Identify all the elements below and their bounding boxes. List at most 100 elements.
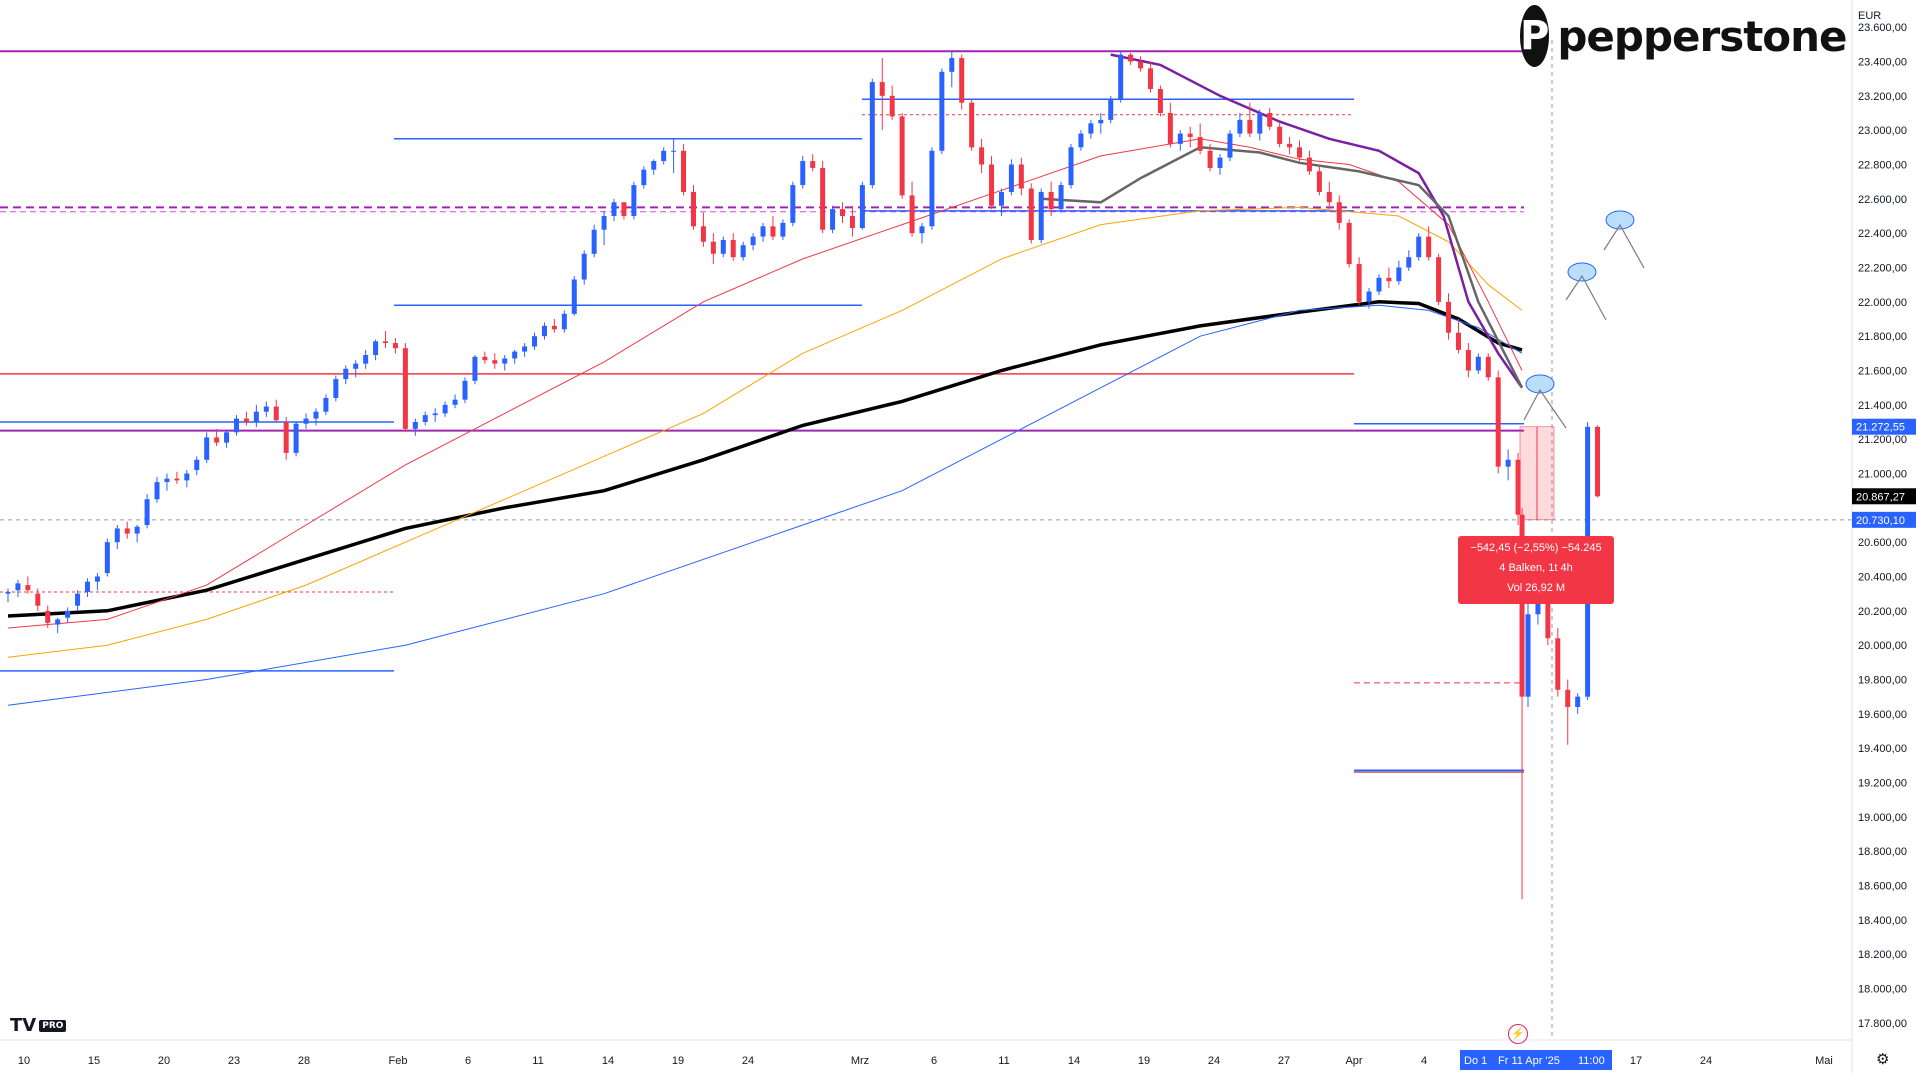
x-tick-label: 11 — [998, 1055, 1009, 1067]
candle-body — [184, 473, 190, 481]
candle-body — [1346, 222, 1352, 265]
candle-body — [1366, 291, 1372, 302]
candle-body — [989, 164, 995, 206]
candle-body — [551, 325, 557, 330]
candle-body — [1426, 236, 1432, 258]
candle-body — [740, 245, 746, 258]
candle-body — [273, 406, 279, 421]
candle-body — [959, 58, 965, 103]
candle-body — [1525, 614, 1531, 697]
candle-body — [1217, 157, 1223, 168]
candle-body — [233, 418, 239, 433]
candle-body — [1068, 147, 1074, 186]
x-tick-label: 24 — [1700, 1055, 1712, 1067]
candle-body — [214, 437, 220, 443]
candle-body — [154, 482, 160, 500]
y-tick-label: 22.800,00 — [1858, 160, 1907, 172]
candle-body — [611, 202, 617, 216]
candle-body — [1048, 191, 1054, 210]
y-tick-label: 20.000,00 — [1858, 640, 1907, 652]
y-tick-label: 23.000,00 — [1858, 125, 1907, 137]
time-axis[interactable]: 10 15 20 23 28 Feb 6 11 14 19 24 Mrz 6 11 14 19 24 27 Apr 4… — [0, 1039, 1852, 1070]
candle-body — [998, 191, 1004, 206]
candle-body — [343, 368, 349, 380]
cursor-day-label: Do 1 — [1464, 1055, 1487, 1067]
indicator-lines — [7, 53, 1524, 706]
projection-marker — [1605, 210, 1635, 230]
candle-body — [1177, 133, 1183, 144]
price-tag — [1852, 511, 1916, 528]
candle-body — [532, 336, 538, 347]
x-tick-label: Feb — [389, 1055, 408, 1067]
cursor-date-label: Fr 11 Apr '25 — [1498, 1055, 1560, 1067]
candle-body — [1519, 514, 1525, 697]
candle-body — [134, 526, 140, 534]
lightning-icon[interactable]: ⚡ — [1508, 1024, 1528, 1044]
y-tick-label: 19.600,00 — [1858, 709, 1907, 721]
candle-body — [1018, 164, 1024, 189]
candle-body — [1316, 171, 1322, 192]
candle-body — [690, 191, 696, 227]
candle-body — [1058, 185, 1064, 210]
candle-body — [104, 542, 110, 574]
candle-body — [1247, 119, 1253, 134]
y-tick-label: 18.600,00 — [1858, 881, 1907, 893]
x-tick-label: 19 — [1138, 1055, 1150, 1067]
candle-body — [333, 379, 339, 398]
price-tag-label: 21.272,55 — [1856, 422, 1905, 434]
candle-body — [1207, 150, 1213, 168]
candle-body — [1336, 202, 1342, 223]
candle-body — [1157, 88, 1163, 113]
projection-arrow — [1603, 223, 1645, 269]
candle-body — [1038, 191, 1044, 241]
candle-body — [224, 432, 230, 443]
price-axis-bg — [1852, 0, 1918, 1073]
measure-change: −542,45 (−2,55%) −54.245 — [1470, 542, 1602, 554]
x-tick-label: 20 — [158, 1055, 170, 1067]
candle-body — [383, 341, 389, 344]
candle-body — [1138, 61, 1144, 69]
indicator-line — [1110, 53, 1524, 389]
y-tick-label: 22.600,00 — [1858, 194, 1907, 206]
x-tick-label: 24 — [1208, 1055, 1220, 1067]
candle-body — [482, 356, 488, 361]
candle-body — [1118, 54, 1124, 100]
y-tick-label: 21.600,00 — [1858, 366, 1907, 378]
candle-body — [253, 411, 259, 422]
candle-body — [571, 279, 577, 314]
y-tick-label: 19.400,00 — [1858, 743, 1907, 755]
candle-body — [65, 610, 71, 618]
candle-body — [879, 82, 885, 96]
candle-body — [1237, 119, 1243, 134]
candle-body — [621, 202, 627, 216]
candle-body — [114, 528, 120, 543]
candle-body — [859, 185, 865, 229]
candle-body — [810, 161, 816, 168]
candle-body — [45, 610, 51, 623]
x-tick-label: 23 — [228, 1055, 240, 1067]
candle-body — [1465, 349, 1471, 371]
candle-body — [243, 418, 249, 422]
candle-body — [1575, 696, 1581, 707]
y-tick-label: 19.200,00 — [1858, 778, 1907, 790]
x-tick-label: 10 — [18, 1055, 30, 1067]
candle-body — [760, 226, 766, 237]
candle-body — [1227, 133, 1233, 158]
candle-body — [790, 185, 796, 223]
candle-body — [820, 167, 826, 230]
candle-body — [770, 226, 776, 237]
candle-body — [1306, 157, 1312, 172]
candle-body — [1147, 68, 1153, 89]
candle-body — [303, 418, 309, 424]
y-tick-label: 21.800,00 — [1858, 331, 1907, 343]
projection-arrow — [1565, 274, 1607, 321]
candle-body — [5, 591, 11, 594]
candle-body — [800, 161, 806, 186]
candle-body — [1515, 459, 1521, 515]
y-tick-label: 18.000,00 — [1858, 984, 1907, 996]
currency-label: EUR — [1858, 10, 1881, 22]
candle-body — [1386, 277, 1392, 282]
gear-icon[interactable]: ⚙ — [1876, 1051, 1890, 1068]
